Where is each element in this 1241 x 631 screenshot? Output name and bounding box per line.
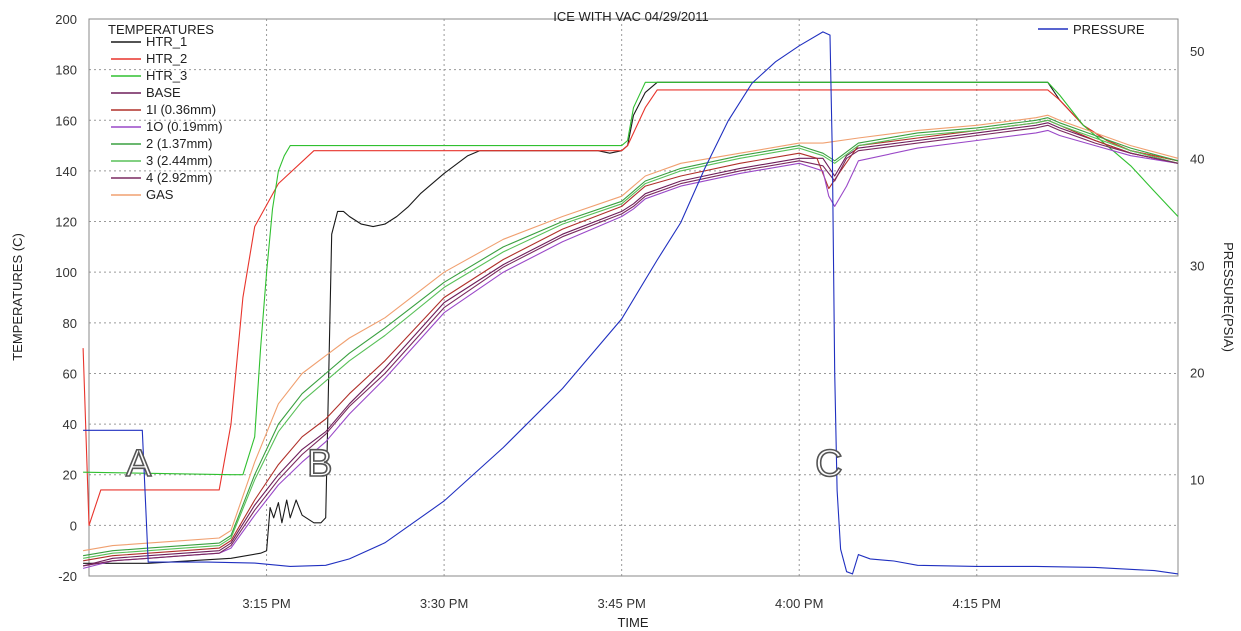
y2-axis-label: PRESSURE(PSIA) xyxy=(1221,242,1236,352)
legend: TEMPERATURES HTR_1 HTR_2 HTR_3 BASE 1I (0.36… xyxy=(108,22,223,202)
annotation-B: B xyxy=(307,443,332,485)
y-tick-label: 120 xyxy=(55,215,77,230)
legend-title: TEMPERATURES xyxy=(108,22,214,37)
series-line-GAS xyxy=(83,114,1179,552)
x-tick-label: 3:30 PM xyxy=(420,596,468,611)
legend-label: HTR_1 xyxy=(146,34,187,49)
legend-label: 4 (2.92mm) xyxy=(146,170,212,185)
y2-tick-label: 20 xyxy=(1190,365,1204,380)
y-tick-label: 140 xyxy=(55,164,77,179)
series-line-4 (2.92mm) xyxy=(83,124,1179,567)
y-axis-label: TEMPERATURES (C) xyxy=(10,233,25,361)
chart-title: ICE WITH VAC 04/29/2011 xyxy=(553,9,709,24)
x-tick-label: 3:45 PM xyxy=(597,596,645,611)
x-tick-label: 3:15 PM xyxy=(242,596,290,611)
y2-tick-label: 50 xyxy=(1190,44,1204,59)
y2-tick-label: 40 xyxy=(1190,151,1204,166)
legend-label: BASE xyxy=(146,85,181,100)
series-line-pressure xyxy=(83,31,1179,575)
legend-label: 1I (0.36mm) xyxy=(146,102,216,117)
y-tick-label: 60 xyxy=(63,366,77,381)
legend-label: 3 (2.44mm) xyxy=(146,153,212,168)
pressure-layer xyxy=(83,31,1179,575)
y-tick-label: -20 xyxy=(58,569,77,584)
annotations: A B C xyxy=(125,442,843,486)
y2-tick-label: 30 xyxy=(1190,258,1204,273)
series-line-3 (2.44mm) xyxy=(83,119,1179,559)
legend-label: HTR_3 xyxy=(146,68,187,83)
legend-label: 1O (0.19mm) xyxy=(146,119,223,134)
y-tick-label: 80 xyxy=(63,316,77,331)
x-axis-label: TIME xyxy=(617,615,648,630)
y-tick-label: 160 xyxy=(55,113,77,128)
x-tick-label: 4:15 PM xyxy=(953,596,1001,611)
series-line-HTR_2 xyxy=(82,89,1179,526)
axes-labels: -20 0 20 40 60 80 100 120 140 160 180 200 3:15 PM 3:3… xyxy=(55,12,1204,611)
x-tick-label: 4:00 PM xyxy=(775,596,823,611)
legend-label: HTR_2 xyxy=(146,51,187,66)
y-tick-label: 100 xyxy=(55,265,77,280)
series-line-BASE xyxy=(82,122,1179,567)
pressure-legend: PRESSURE xyxy=(1038,22,1145,37)
y-tick-label: 40 xyxy=(63,417,77,432)
y-tick-label: 180 xyxy=(55,63,77,78)
legend-label: 2 (1.37mm) xyxy=(146,136,212,151)
legend-label-pressure: PRESSURE xyxy=(1073,22,1145,37)
annotation-A: A xyxy=(126,443,152,485)
plot-frame xyxy=(88,18,1179,577)
series-line-2 (1.37mm) xyxy=(83,117,1179,557)
y-tick-label: 200 xyxy=(55,12,77,27)
series-line-1O (0.19mm) xyxy=(82,129,1179,569)
y2-tick-label: 10 xyxy=(1190,473,1204,488)
annotation-C: C xyxy=(815,443,842,485)
y-tick-label: 0 xyxy=(70,518,77,533)
y-tick-label: 20 xyxy=(63,468,77,483)
series-layer xyxy=(82,81,1179,569)
legend-label: GAS xyxy=(146,187,174,202)
